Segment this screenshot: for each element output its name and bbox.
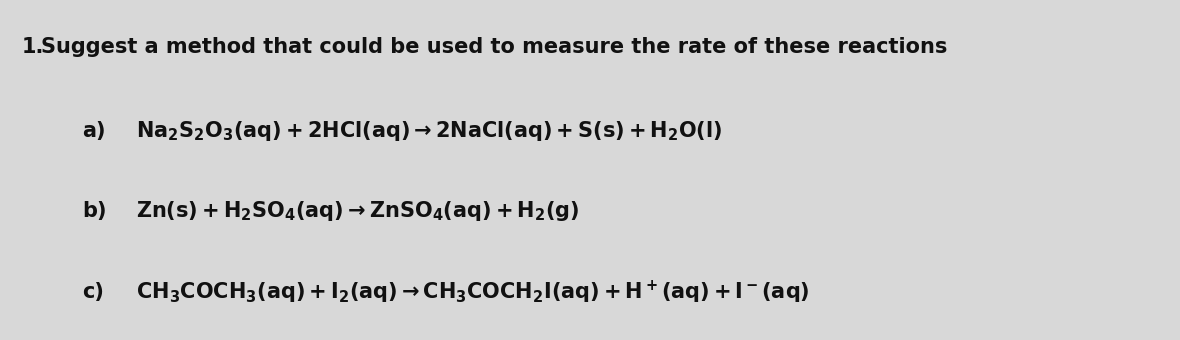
Text: $\mathbf{Na_2S_2O_3(aq) + 2HCl(aq) \rightarrow 2NaCl(aq) + S(s) + H_2O(l)}$: $\mathbf{Na_2S_2O_3(aq) + 2HCl(aq) \righ… [136, 119, 722, 143]
Text: $\mathbf{CH_3COCH_3(aq) + I_2(aq) \rightarrow CH_3COCH_2I(aq) + H^+(aq) + I^-(aq: $\mathbf{CH_3COCH_3(aq) + I_2(aq) \right… [136, 279, 809, 306]
Text: b): b) [83, 201, 107, 221]
Text: $\mathbf{Zn(s) + H_2SO_4(aq) \rightarrow ZnSO_4(aq) + H_2(g)}$: $\mathbf{Zn(s) + H_2SO_4(aq) \rightarrow… [136, 199, 579, 223]
Text: 1.: 1. [21, 37, 44, 57]
Text: Suggest a method that could be used to measure the rate of these reactions: Suggest a method that could be used to m… [41, 37, 948, 57]
Text: c): c) [83, 283, 105, 302]
Text: a): a) [83, 121, 106, 141]
